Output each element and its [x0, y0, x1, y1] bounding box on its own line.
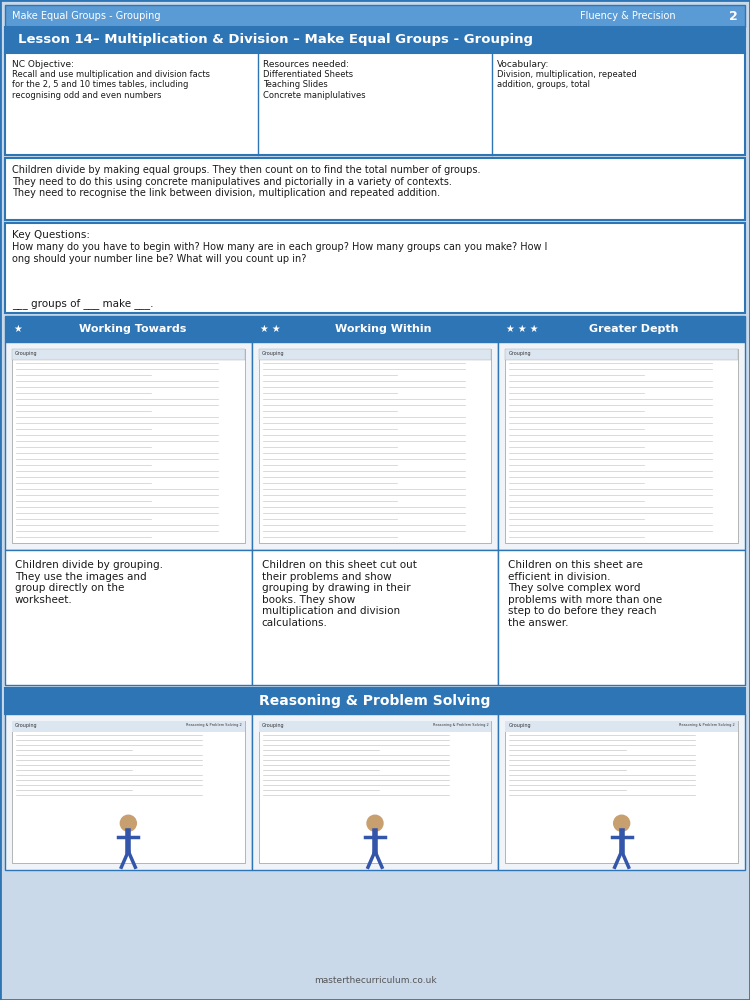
Bar — [252, 714, 498, 870]
Bar — [259, 349, 491, 543]
Bar — [12, 349, 244, 543]
Text: Children divide by making equal groups. They then count on to find the total num: Children divide by making equal groups. … — [12, 165, 481, 198]
Text: How many do you have to begin with? How many are in each group? How many groups : How many do you have to begin with? How … — [12, 242, 548, 264]
Bar — [252, 550, 498, 685]
Circle shape — [614, 815, 630, 831]
Bar — [259, 721, 491, 732]
Bar — [5, 5, 745, 27]
Bar — [5, 223, 745, 313]
Text: Grouping: Grouping — [15, 723, 38, 728]
Bar — [259, 349, 491, 360]
Bar — [12, 721, 244, 732]
Text: Children on this sheet cut out
their problems and show
grouping by drawing in th: Children on this sheet cut out their pro… — [262, 560, 416, 628]
Text: Vocabulary:: Vocabulary: — [497, 60, 549, 69]
Text: Reasoning & Problem Solving 2: Reasoning & Problem Solving 2 — [433, 723, 488, 727]
Text: Working Within: Working Within — [334, 324, 431, 334]
Bar — [252, 342, 498, 550]
Bar — [5, 550, 252, 685]
Bar — [506, 721, 738, 863]
Text: Children divide by grouping.
They use the images and
group directly on the
works: Children divide by grouping. They use th… — [15, 560, 163, 605]
Bar — [506, 349, 738, 360]
Text: NC Objective:: NC Objective: — [12, 60, 74, 69]
Bar — [5, 342, 252, 550]
Text: Make Equal Groups - Grouping: Make Equal Groups - Grouping — [12, 11, 160, 21]
Bar — [506, 721, 738, 732]
Circle shape — [367, 815, 383, 831]
Bar — [259, 721, 491, 863]
Bar — [498, 316, 745, 342]
Text: Grouping: Grouping — [262, 351, 284, 356]
Text: Reasoning & Problem Solving 2: Reasoning & Problem Solving 2 — [680, 723, 735, 727]
Bar — [5, 158, 745, 220]
Bar — [498, 714, 745, 870]
Bar — [5, 688, 745, 714]
Text: ★ ★: ★ ★ — [260, 324, 280, 334]
Text: ★: ★ — [13, 324, 22, 334]
Text: Working Towards: Working Towards — [79, 324, 186, 334]
Text: Grouping: Grouping — [262, 723, 284, 728]
Text: Fluency & Precision: Fluency & Precision — [580, 11, 676, 21]
Text: Children on this sheet are
efficient in division.
They solve complex word
proble: Children on this sheet are efficient in … — [509, 560, 662, 628]
Text: Differentiated Sheets
Teaching Slides
Concrete maniplulatives: Differentiated Sheets Teaching Slides Co… — [263, 70, 366, 100]
Bar — [498, 342, 745, 550]
Bar — [5, 870, 745, 995]
Text: Grouping: Grouping — [509, 351, 531, 356]
Bar — [506, 349, 738, 543]
Text: Resources needed:: Resources needed: — [263, 60, 349, 69]
Bar — [5, 27, 745, 53]
Bar — [12, 349, 244, 360]
Text: Key Questions:: Key Questions: — [12, 230, 90, 240]
Text: Reasoning & Problem Solving: Reasoning & Problem Solving — [260, 694, 490, 708]
Bar — [12, 721, 244, 863]
Bar — [252, 316, 498, 342]
Text: Greater Depth: Greater Depth — [589, 324, 679, 334]
Text: Division, multiplication, repeated
addition, groups, total: Division, multiplication, repeated addit… — [497, 70, 637, 89]
Circle shape — [120, 815, 136, 831]
Text: ___ groups of ___ make ___.: ___ groups of ___ make ___. — [12, 298, 154, 309]
Text: masterthecurriculum.co.uk: masterthecurriculum.co.uk — [314, 976, 436, 985]
Bar — [498, 550, 745, 685]
Bar — [5, 316, 252, 342]
Text: 2: 2 — [729, 9, 738, 22]
Text: ★ ★ ★: ★ ★ ★ — [506, 324, 538, 334]
Text: Grouping: Grouping — [15, 351, 38, 356]
Bar — [5, 53, 745, 155]
Bar — [5, 714, 252, 870]
Text: Grouping: Grouping — [509, 723, 531, 728]
Text: Reasoning & Problem Solving 2: Reasoning & Problem Solving 2 — [186, 723, 242, 727]
Text: Lesson 14– Multiplication & Division – Make Equal Groups - Grouping: Lesson 14– Multiplication & Division – M… — [18, 33, 533, 46]
Text: Recall and use multiplication and division facts
for the 2, 5 and 10 times table: Recall and use multiplication and divisi… — [12, 70, 210, 100]
